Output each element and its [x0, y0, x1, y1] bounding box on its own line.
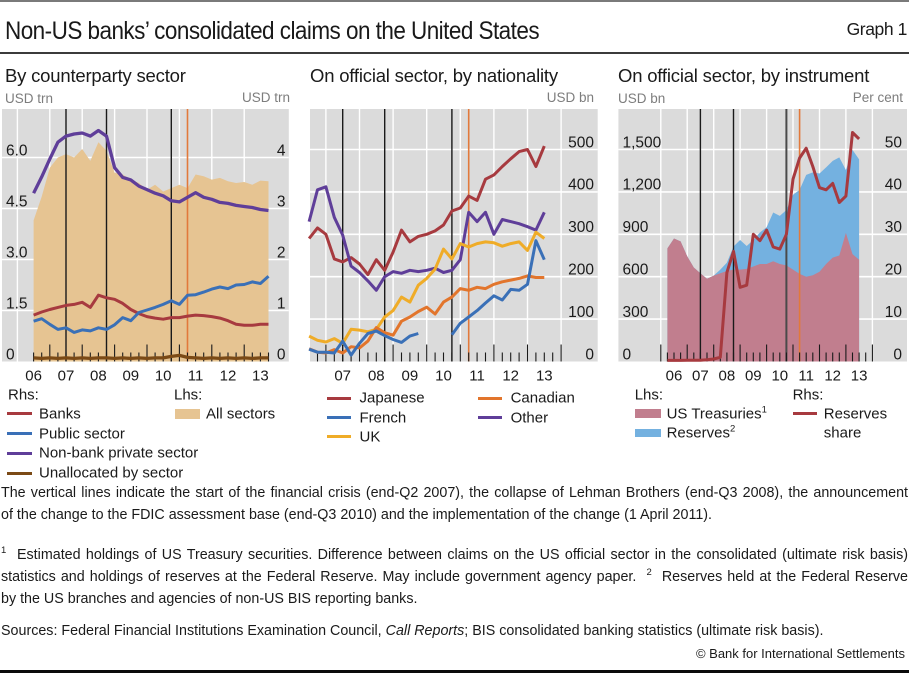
svg-text:200: 200: [568, 262, 594, 279]
svg-text:13: 13: [252, 368, 269, 385]
svg-text:3: 3: [277, 193, 286, 210]
svg-text:0: 0: [6, 346, 15, 363]
svg-text:30: 30: [885, 219, 903, 236]
svg-text:11: 11: [188, 368, 204, 385]
svg-text:4.5: 4.5: [6, 193, 28, 210]
svg-text:0: 0: [623, 346, 632, 363]
svg-text:1.5: 1.5: [6, 295, 28, 312]
svg-text:10: 10: [155, 368, 172, 385]
svg-text:2: 2: [277, 244, 286, 261]
svg-text:1,500: 1,500: [623, 134, 662, 151]
svg-text:10: 10: [885, 304, 903, 321]
svg-text:10: 10: [771, 368, 788, 385]
svg-text:600: 600: [623, 262, 649, 279]
svg-text:1: 1: [277, 295, 286, 312]
svg-text:500: 500: [568, 134, 594, 151]
svg-text:09: 09: [402, 368, 419, 385]
svg-text:09: 09: [745, 368, 762, 385]
svg-text:6.0: 6.0: [6, 142, 28, 159]
svg-text:0: 0: [277, 346, 286, 363]
svg-text:06: 06: [666, 368, 683, 385]
svg-text:1,200: 1,200: [623, 177, 662, 194]
svg-text:12: 12: [220, 368, 237, 385]
svg-text:100: 100: [568, 304, 594, 321]
svg-text:0: 0: [585, 346, 594, 363]
svg-text:900: 900: [623, 219, 649, 236]
svg-text:20: 20: [885, 262, 903, 279]
svg-text:11: 11: [798, 368, 814, 385]
svg-text:300: 300: [623, 304, 649, 321]
svg-text:0: 0: [893, 346, 902, 363]
svg-text:50: 50: [885, 134, 903, 151]
svg-text:11: 11: [469, 368, 485, 385]
svg-text:12: 12: [824, 368, 841, 385]
svg-text:06: 06: [25, 368, 42, 385]
svg-text:400: 400: [568, 177, 594, 194]
svg-text:10: 10: [435, 368, 452, 385]
svg-text:300: 300: [568, 219, 594, 236]
svg-text:07: 07: [58, 368, 75, 385]
svg-text:08: 08: [719, 368, 736, 385]
svg-text:09: 09: [122, 368, 139, 385]
svg-text:08: 08: [368, 368, 385, 385]
svg-text:13: 13: [851, 368, 868, 385]
svg-text:3.0: 3.0: [6, 244, 28, 261]
svg-text:08: 08: [90, 368, 107, 385]
svg-text:07: 07: [334, 368, 351, 385]
svg-text:13: 13: [536, 368, 553, 385]
svg-text:40: 40: [885, 177, 903, 194]
svg-text:12: 12: [502, 368, 519, 385]
svg-text:07: 07: [692, 368, 709, 385]
svg-text:4: 4: [277, 142, 286, 159]
